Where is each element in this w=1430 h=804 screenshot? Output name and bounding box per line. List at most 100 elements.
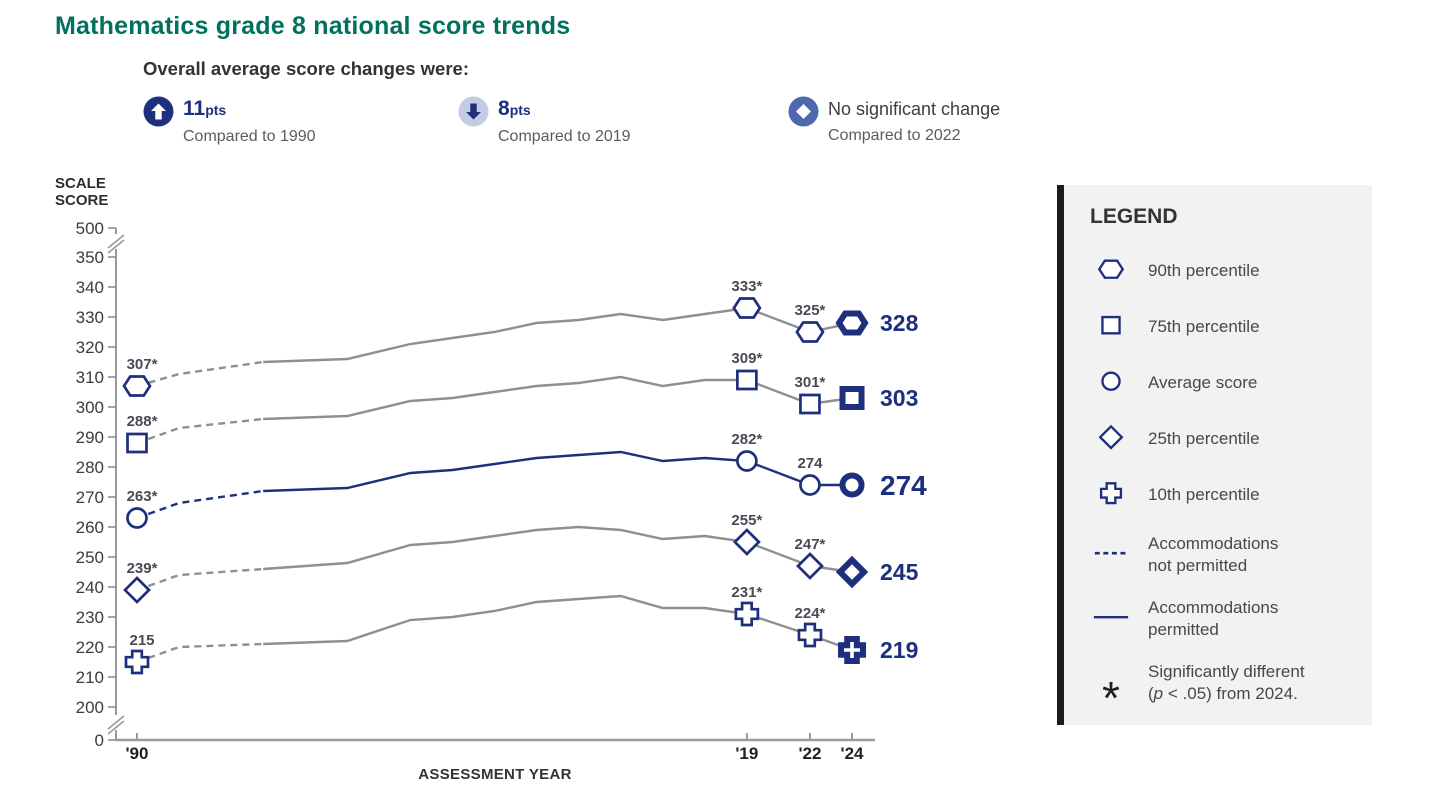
point-label: 309*: [731, 350, 762, 367]
legend-item-dashed-line: Accommodations not permitted: [1090, 533, 1362, 577]
line-accommodations-not-permitted: [136, 642, 264, 664]
dashed-line-icon: [1090, 537, 1132, 573]
axes: 500 350 340 330 320 310 300 290 280 270 260 250 240 2…: [76, 219, 875, 763]
marker-circle-1990: [126, 507, 148, 529]
legend-item-plus: 10th percentile: [1090, 477, 1362, 513]
legend-items: 90th percentile 75th percentile Average sc…: [1090, 253, 1362, 725]
y-tick-label: 500: [76, 219, 104, 238]
point-label: 307*: [127, 356, 158, 373]
solid-line-icon: [1090, 601, 1132, 637]
legend-label: Significantly different (p < .05) from 20…: [1148, 662, 1305, 704]
y-tick-label: 290: [76, 428, 104, 447]
final-score-label: 219: [880, 637, 918, 663]
y-tick-label: 310: [76, 368, 104, 387]
y-tick-label: 230: [76, 608, 104, 627]
point-label: 239*: [127, 560, 158, 577]
y-tick-label: 210: [76, 668, 104, 687]
marker-circle-2022: [799, 474, 821, 496]
score-change-value: 11 pts: [183, 97, 227, 120]
legend-item-asterisk: * Significantly different (p < .05) from 2…: [1102, 662, 1305, 725]
diamond-glyph: [1098, 424, 1124, 450]
point-label: 215: [129, 632, 154, 649]
marker-circle-2024: [839, 472, 865, 498]
point-label: 333*: [731, 278, 762, 295]
y-tick-label: 250: [76, 548, 104, 567]
page-title: Mathematics grade 8 national score trend…: [55, 12, 571, 40]
plus-icon: [1090, 477, 1132, 513]
score-change-caption: Compared to 2022: [828, 127, 961, 144]
legend-item-diamond: 25th percentile: [1090, 421, 1362, 457]
legend-title: LEGEND: [1090, 205, 1178, 228]
marker-circle-2019: [736, 450, 758, 472]
indicator-vs-1990: 11 pts Compared to 1990: [143, 96, 316, 146]
no-change-icon: [788, 96, 819, 132]
y-tick-label: 340: [76, 278, 104, 297]
marker-hexagon-2019: [732, 297, 762, 319]
series-75th-percentile: 288* 309* 301* 303: [126, 350, 918, 454]
marker-square-2022: [799, 393, 821, 415]
marker-square-1990: [126, 432, 148, 454]
y-tick-label: 270: [76, 488, 104, 507]
decrease-icon: [458, 96, 489, 132]
x-tick-label: '22: [798, 744, 821, 763]
marker-diamond-2022: [796, 552, 824, 580]
series-90th-percentile: 307* 333* 325* 328: [122, 278, 919, 397]
point-label: 282*: [731, 431, 762, 448]
indicator-vs-2022: No significant change Compared to 2022: [788, 96, 1000, 145]
x-tick-label: '24: [841, 744, 864, 763]
marker-diamond-2019: [732, 528, 761, 556]
point-label: 224*: [795, 605, 826, 622]
final-score-label: 245: [880, 559, 919, 585]
line-accommodations-not-permitted: [136, 417, 264, 445]
line-accommodations-permitted: [263, 525, 853, 574]
point-label: 231*: [731, 584, 762, 601]
line-accommodations-permitted: [263, 375, 853, 421]
legend-item-circle: Average score: [1090, 365, 1362, 401]
marker-hexagon-1990: [122, 375, 152, 397]
legend-label: 90th percentile: [1148, 260, 1260, 280]
circle-glyph: [1101, 371, 1121, 391]
point-label: 247*: [795, 536, 826, 553]
score-change-caption: Compared to 1990: [183, 128, 316, 145]
score-change-caption: Compared to 2019: [498, 128, 631, 145]
marker-diamond-2024: [835, 555, 869, 589]
point-label: 301*: [795, 374, 826, 391]
summary-heading: Overall average score changes were:: [143, 58, 469, 79]
line-accommodations-not-permitted: [136, 567, 264, 592]
final-score-label: 303: [880, 385, 918, 411]
hexagon-glyph: [1097, 259, 1125, 279]
y-tick-label: 280: [76, 458, 104, 477]
y-tick-label: 320: [76, 338, 104, 357]
marker-plus-2024: [838, 636, 867, 664]
line-accommodations-permitted: [263, 594, 853, 652]
point-label: 263*: [127, 488, 158, 505]
legend-item-solid-line: Accommodations permitted: [1090, 597, 1362, 641]
point-label: 255*: [731, 512, 762, 529]
series-average-score: 263* 282* 274 274: [126, 431, 927, 529]
y-tick-label: 330: [76, 308, 104, 327]
y-tick-label: 0: [95, 731, 104, 750]
hexagon-icon: [1090, 253, 1132, 289]
legend-label: Accommodations permitted: [1148, 598, 1279, 640]
legend-item-square: 75th percentile: [1090, 309, 1362, 345]
square-icon: [1090, 309, 1132, 345]
line-accommodations-permitted: [263, 450, 852, 493]
legend-panel: LEGEND 90th percentile 75th percentile Ave…: [1057, 185, 1372, 725]
axis-break: [107, 234, 125, 249]
legend-item-hexagon: 90th percentile: [1090, 253, 1362, 289]
marker-plus-2019: [734, 601, 760, 627]
line-accommodations-permitted: [263, 306, 853, 364]
point-label: 288*: [127, 413, 158, 430]
plus-glyph: [1099, 482, 1123, 505]
marker-plus-2022: [797, 622, 823, 648]
marker-diamond-1990: [123, 576, 151, 604]
legend-label: 75th percentile: [1148, 316, 1260, 336]
series-10th-percentile: 215 231* 224* 219: [124, 584, 918, 675]
axis-break: [107, 715, 125, 730]
y-axis-title: SCALE SCORE: [55, 175, 109, 210]
square-glyph: [1101, 315, 1121, 335]
legend-label: 10th percentile: [1148, 484, 1260, 504]
y-tick-label: 260: [76, 518, 104, 537]
